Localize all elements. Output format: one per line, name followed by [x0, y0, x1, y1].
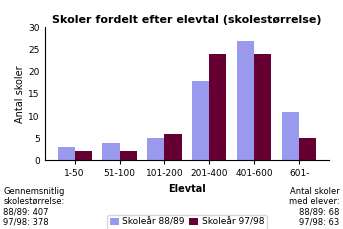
- Bar: [58, 147, 75, 160]
- Bar: [254, 54, 271, 160]
- Bar: [75, 151, 92, 160]
- X-axis label: Elevtal: Elevtal: [168, 184, 206, 194]
- Bar: [192, 81, 209, 160]
- Bar: [120, 151, 137, 160]
- Y-axis label: Antal skoler: Antal skoler: [15, 65, 25, 123]
- Bar: [165, 134, 181, 160]
- Bar: [147, 138, 165, 160]
- Bar: [237, 41, 254, 160]
- Legend: Skoleår 88/89, Skoleår 97/98: Skoleår 88/89, Skoleår 97/98: [107, 215, 267, 229]
- Text: Antal skoler
med elever:
88/89: 68
97/98: 63: Antal skoler med elever: 88/89: 68 97/98…: [289, 186, 340, 227]
- Title: Skoler fordelt efter elevtal (skolestørrelse): Skoler fordelt efter elevtal (skolestørr…: [52, 15, 322, 25]
- Bar: [103, 143, 120, 160]
- Bar: [282, 112, 299, 160]
- Bar: [299, 138, 316, 160]
- Bar: [209, 54, 226, 160]
- Text: Gennemsnitlig
skolestørrelse:
88/89: 407
97/98: 378: Gennemsnitlig skolestørrelse: 88/89: 407…: [3, 186, 65, 227]
